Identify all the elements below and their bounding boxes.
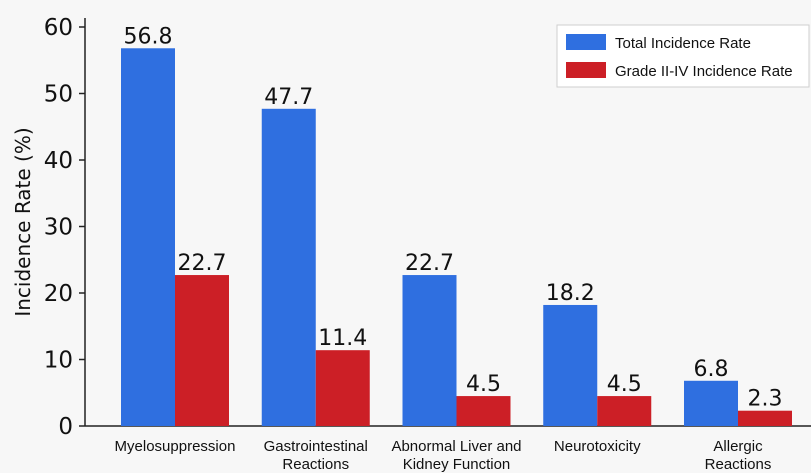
- y-tick-label: 40: [44, 148, 73, 174]
- y-tick-label: 30: [44, 215, 73, 241]
- y-tick-label: 20: [44, 281, 73, 307]
- bar-total: [261, 108, 316, 427]
- legend-label-total: Total Incidence Rate: [615, 35, 751, 52]
- category-label: Abnormal Liver and Kidney Function: [391, 438, 521, 473]
- data-label-total: 56.8: [124, 24, 173, 49]
- bar-total: [684, 380, 738, 426]
- category-label: Neurotoxicity: [554, 438, 641, 455]
- data-label-grade: 4.5: [607, 372, 642, 397]
- bar-total: [543, 304, 598, 426]
- y-ticks: 0 10 20 30 40 50 60: [44, 15, 85, 440]
- bar-grade: [738, 410, 792, 426]
- y-axis-label: Incidence Rate (%): [11, 127, 35, 316]
- data-label-total: 22.7: [405, 251, 454, 276]
- bars: [121, 48, 792, 427]
- legend-label-grade: Grade II-IV Incidence Rate: [615, 63, 793, 80]
- data-label-total: 47.7: [264, 85, 313, 110]
- data-label-total: 18.2: [546, 281, 595, 306]
- y-tick-label: 60: [44, 15, 73, 41]
- category-label: Allergic Reactions: [705, 438, 772, 473]
- y-tick-label: 50: [44, 82, 73, 108]
- legend-swatch-total: [566, 34, 606, 50]
- data-labels: 56.8 22.7 47.7 11.4 22.7 4.5 18.2 4.5 6.8 2.3: [124, 24, 783, 411]
- category-labels: Myelosuppression Gastrointestinal Reaction…: [115, 438, 772, 473]
- category-label: Myelosuppression: [115, 438, 236, 455]
- bar-total: [402, 275, 457, 426]
- bar-grade: [175, 275, 229, 426]
- legend: Total Incidence Rate Grade II-IV Inciden…: [556, 24, 810, 88]
- bar-grade: [456, 396, 511, 426]
- data-label-total: 6.8: [694, 357, 729, 382]
- y-tick-label: 10: [44, 348, 73, 374]
- data-label-grade: 11.4: [318, 326, 367, 351]
- data-label-grade: 4.5: [466, 372, 501, 397]
- legend-swatch-grade: [566, 62, 606, 78]
- data-label-grade: 2.3: [748, 387, 783, 412]
- bar-grade: [315, 350, 370, 426]
- bar-total: [121, 48, 175, 426]
- bar-grade: [597, 396, 652, 426]
- category-label: Gastrointestinal Reactions: [264, 438, 368, 473]
- data-label-grade: 22.7: [178, 251, 227, 276]
- y-tick-label: 0: [58, 414, 73, 440]
